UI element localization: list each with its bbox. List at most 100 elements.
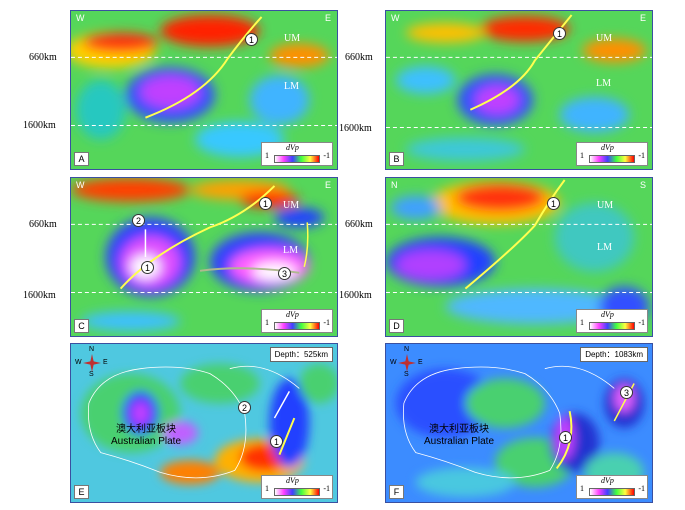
panel-letter: D — [389, 319, 404, 333]
panel-c: W E UM LM 1 2 1 3 dVp 1 -1 C — [70, 177, 338, 337]
legend-low: 1 — [265, 151, 269, 160]
dir-east: E — [639, 13, 646, 23]
lower-mantle-label: LM — [284, 81, 299, 92]
compass-south: S — [89, 371, 94, 378]
upper-mantle-label: UM — [597, 200, 614, 211]
panel-b: W E UM LM 1 dVp 1 -1 B — [385, 10, 653, 170]
panel-letter: B — [389, 152, 404, 166]
compass-star-icon — [398, 354, 416, 372]
colorbar-legend: dVp 1 -1 — [261, 142, 333, 166]
compass-star-icon — [83, 354, 101, 372]
depth-1600-right-mid: 1600km — [339, 290, 372, 301]
panel-letter: A — [74, 152, 89, 166]
legend-colorbar — [274, 155, 320, 163]
colorbar-legend: dVp 1 -1 — [576, 475, 648, 499]
panel-e: N W E S Depth：525km 澳大利亚板块 Australian Pl… — [70, 343, 338, 503]
dir-east: E — [324, 13, 331, 23]
marker-1: 1 — [553, 27, 566, 40]
compass-rose-icon: N W E S — [75, 346, 109, 380]
legend-title: dVp — [601, 476, 614, 485]
slab-trace-1 — [464, 179, 566, 290]
depth-1600-left-top: 1600km — [23, 120, 56, 131]
tomography-map-e — [71, 344, 337, 502]
colorbar-legend: dVp 1 -1 — [261, 309, 333, 333]
colorbar-legend: dVp 1 -1 — [576, 309, 648, 333]
marker-1-lower: 1 — [141, 261, 154, 274]
marker-1: 1 — [270, 435, 283, 448]
panel-letter: F — [389, 485, 404, 499]
tomography-section-a — [71, 11, 337, 169]
compass-east: E — [103, 359, 108, 366]
dir-south: S — [639, 180, 646, 190]
compass-north: N — [404, 346, 410, 353]
legend-colorbar — [274, 488, 320, 496]
legend-low: 1 — [265, 318, 269, 327]
compass-south: S — [404, 371, 409, 378]
depth-1600-right-top: 1600km — [339, 123, 372, 134]
legend-title: dVp — [286, 143, 299, 152]
legend-title: dVp — [601, 143, 614, 152]
legend-title: dVp — [601, 310, 614, 319]
dir-east: E — [324, 180, 331, 190]
legend-low: 1 — [580, 318, 584, 327]
compass-north: N — [89, 346, 95, 353]
legend-colorbar — [589, 488, 635, 496]
marker-1: 1 — [245, 33, 258, 46]
coastline-north — [544, 365, 615, 389]
slab-trace-2 — [273, 391, 291, 419]
coastline-north — [229, 365, 300, 389]
compass-west: W — [75, 359, 82, 366]
depth-label: Depth：525km — [269, 347, 333, 362]
dir-west: W — [76, 13, 85, 23]
plate-label: 澳大利亚板块 Australian Plate — [404, 424, 514, 448]
colorbar-legend: dVp 1 -1 — [261, 475, 333, 499]
plate-label-en: Australian Plate — [423, 436, 495, 447]
legend-high: -1 — [638, 318, 645, 327]
legend-title: dVp — [286, 476, 299, 485]
lower-mantle-label: LM — [597, 242, 612, 253]
marker-1: 1 — [547, 197, 560, 210]
marker-2: 2 — [238, 401, 251, 414]
upper-mantle-label: UM — [596, 33, 613, 44]
dir-west: W — [391, 13, 400, 23]
slab-trace-1 — [278, 417, 296, 455]
panel-letter: E — [74, 485, 89, 499]
plate-label: 澳大利亚板块 Australian Plate — [91, 424, 201, 448]
marker-1: 1 — [559, 431, 572, 444]
plate-label-cn: 澳大利亚板块 — [429, 424, 489, 435]
panel-letter: C — [74, 319, 89, 333]
depth-label: Depth：1083km — [580, 347, 648, 362]
upper-mantle-label: UM — [284, 33, 301, 44]
depth-660-right-mid: 660km — [345, 219, 373, 230]
slab-trace-4 — [303, 222, 309, 268]
marker-1-upper: 1 — [259, 197, 272, 210]
compass-rose-icon: N W E S — [390, 346, 424, 380]
legend-high: -1 — [638, 151, 645, 160]
legend-high: -1 — [323, 484, 330, 493]
lower-mantle-label: LM — [283, 245, 298, 256]
upper-mantle-label: UM — [283, 200, 300, 211]
panel-a: W E UM LM 1 dVp 1 -1 A — [70, 10, 338, 170]
marker-3: 3 — [620, 386, 633, 399]
legend-low: 1 — [580, 484, 584, 493]
marker-2: 2 — [132, 214, 145, 227]
tomography-map-f — [386, 344, 652, 502]
legend-low: 1 — [580, 151, 584, 160]
legend-high: -1 — [323, 151, 330, 160]
compass-east: E — [418, 359, 423, 366]
tomography-section-c — [71, 178, 337, 336]
slab-trace-1 — [145, 16, 263, 119]
legend-high: -1 — [323, 318, 330, 327]
legend-colorbar — [589, 322, 635, 330]
lower-mantle-label: LM — [596, 78, 611, 89]
legend-title: dVp — [286, 310, 299, 319]
legend-high: -1 — [638, 484, 645, 493]
depth-1600-left-mid: 1600km — [23, 290, 56, 301]
legend-colorbar — [589, 155, 635, 163]
dir-north: N — [391, 180, 398, 190]
plate-label-cn: 澳大利亚板块 — [116, 424, 176, 435]
depth-660-left-top: 660km — [29, 52, 57, 63]
legend-colorbar — [274, 322, 320, 330]
panel-d: N S UM LM 1 dVp 1 -1 D — [385, 177, 653, 337]
marker-3: 3 — [278, 267, 291, 280]
